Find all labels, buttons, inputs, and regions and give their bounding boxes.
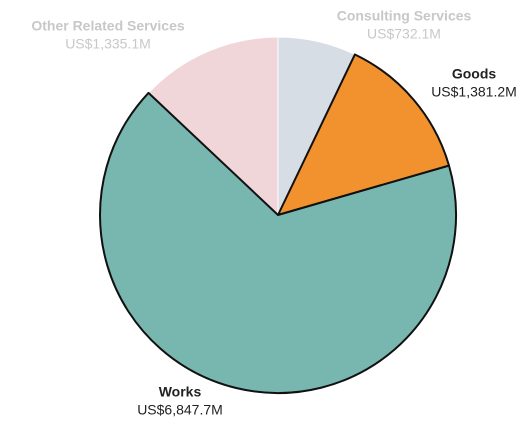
pie-slice (147, 36, 279, 216)
slice-label-value: US$1,381.2M (431, 84, 517, 100)
slice-label-value: US$1,335.1M (65, 36, 151, 52)
pie-slice (99, 91, 457, 394)
slice-label-name: Other Related Services (31, 18, 185, 34)
slice-label-value: US$6,847.7M (137, 402, 223, 418)
slice-label-name: Consulting Services (337, 8, 472, 24)
pie-slice (277, 53, 451, 216)
slice-label-name: Goods (452, 66, 497, 82)
slice-label-value: US$732.1M (367, 26, 441, 42)
slice-label-name: Works (159, 384, 202, 400)
